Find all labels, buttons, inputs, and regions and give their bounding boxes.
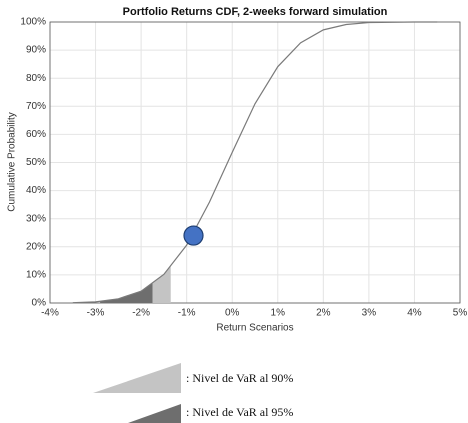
x-tick-label: -2% xyxy=(132,308,150,319)
plot-frame xyxy=(49,21,461,304)
x-tick-label: -1% xyxy=(178,308,196,319)
legend-text: : Nivel de VaR al 90% xyxy=(186,371,293,385)
marker-point xyxy=(183,225,204,246)
x-tick-label: 0% xyxy=(225,308,240,319)
x-tick-label: 3% xyxy=(362,308,377,319)
x-tick-label: 1% xyxy=(271,308,286,319)
chart-title: Portfolio Returns CDF, 2-weeks forward s… xyxy=(123,6,388,18)
x-tick-label: -4% xyxy=(41,308,59,319)
y-tick-label: 0% xyxy=(32,298,47,309)
x-tick-label: 4% xyxy=(407,308,422,319)
x-tick-label: -3% xyxy=(87,308,105,319)
x-tick-label: 2% xyxy=(316,308,331,319)
y-tick-label: 80% xyxy=(26,73,46,84)
y-tick-label: 30% xyxy=(26,213,46,224)
y-tick-label: 60% xyxy=(26,129,46,140)
legend-icon-95 xyxy=(128,404,181,423)
y-axis-label: Cumulative Probability xyxy=(7,112,18,212)
var-area xyxy=(100,282,153,303)
cdf-line xyxy=(72,21,438,304)
x-tick-label: 5% xyxy=(453,308,468,319)
legend-icon-90 xyxy=(93,363,181,393)
x-axis-label: Return Scenarios xyxy=(216,323,293,334)
y-tick-label: 70% xyxy=(26,101,46,112)
y-tick-label: 50% xyxy=(26,157,46,168)
legend-text: : Nivel de VaR al 95% xyxy=(186,405,293,419)
y-tick-label: 100% xyxy=(20,17,46,28)
y-tick-label: 40% xyxy=(26,185,46,196)
y-tick-label: 90% xyxy=(26,45,46,56)
var-area xyxy=(100,265,171,303)
y-tick-label: 10% xyxy=(26,270,46,281)
y-tick-label: 20% xyxy=(26,241,46,252)
